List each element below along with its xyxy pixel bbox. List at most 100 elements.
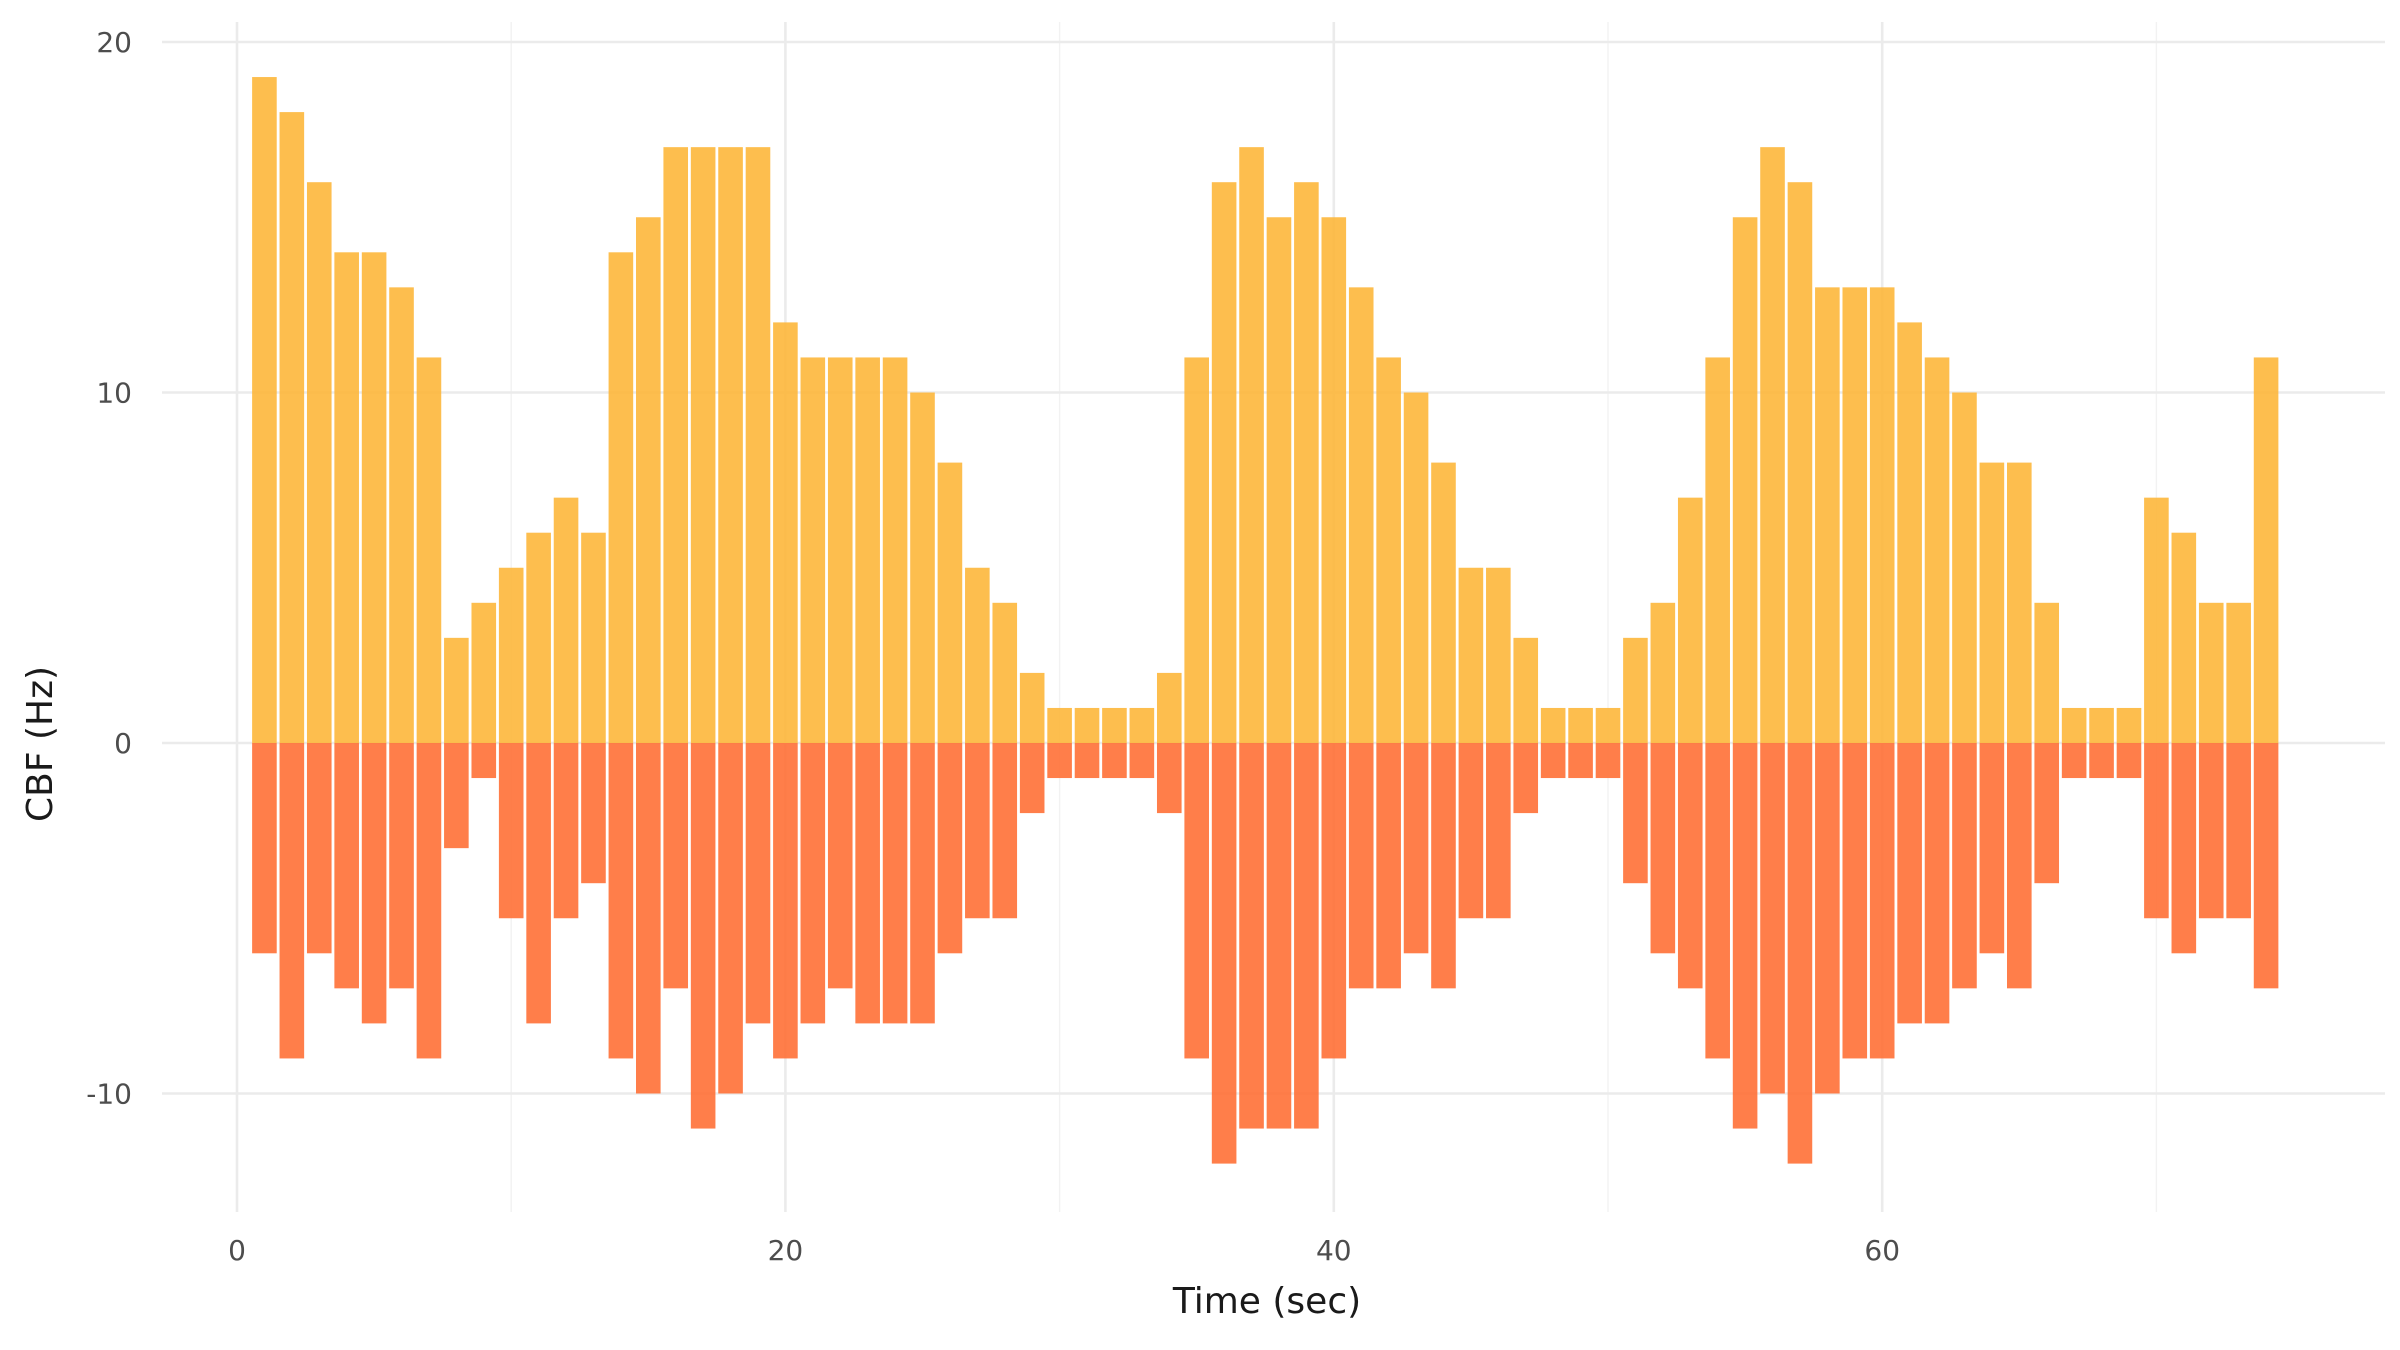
positive-bar <box>444 637 469 743</box>
negative-bar <box>1486 743 1511 919</box>
negative-bar <box>1677 743 1703 989</box>
positive-bar <box>1842 287 1868 743</box>
negative-bar <box>663 743 689 989</box>
positive-bar <box>1486 567 1511 743</box>
negative-bar <box>882 743 908 1024</box>
negative-bar <box>1129 743 1155 779</box>
negative-bar <box>2061 743 2087 779</box>
positive-bar <box>2198 602 2224 743</box>
positive-bar <box>1815 287 1840 743</box>
positive-bar <box>1102 707 1127 743</box>
positive-bar <box>1239 147 1264 743</box>
negative-bar <box>1595 743 1621 779</box>
positive-bar <box>663 147 689 743</box>
positive-bar <box>800 357 826 743</box>
negative-bar <box>1513 743 1539 814</box>
y-axis-title: CBF (Hz) <box>20 666 61 822</box>
positive-bar <box>581 532 606 743</box>
negative-bar <box>1321 743 1347 1059</box>
positive-bar <box>1019 672 1045 743</box>
negative-bar <box>1184 743 1209 1059</box>
positive-bar <box>2007 462 2032 743</box>
negative-bar <box>1156 743 1182 814</box>
negative-bar <box>1787 743 1813 1164</box>
positive-bar <box>2034 602 2060 743</box>
positive-bar <box>1705 357 1730 743</box>
negative-bar <box>965 743 990 919</box>
negative-bar <box>2253 743 2279 989</box>
negative-bar <box>827 743 853 989</box>
negative-bar <box>773 743 798 1059</box>
positive-bar <box>1924 357 1950 743</box>
negative-bar <box>1842 743 1868 1059</box>
positive-bar <box>553 497 579 743</box>
negative-bar <box>800 743 826 1024</box>
negative-bar <box>2089 743 2114 779</box>
positive-bar <box>361 252 387 744</box>
positive-bar <box>910 392 935 743</box>
negative-bar <box>471 743 497 779</box>
x-tick-label: 0 <box>228 1234 246 1267</box>
positive-bar <box>1540 707 1566 743</box>
x-tick-labels: 0 20 40 60 <box>228 1234 1900 1267</box>
positive-bar <box>608 252 634 744</box>
negative-bar <box>389 743 414 989</box>
positive-bar <box>389 287 414 743</box>
positive-bar <box>1979 462 2005 743</box>
negative-bar <box>1294 743 1319 1129</box>
negative-bar <box>2226 743 2251 919</box>
positive-bar <box>855 357 880 743</box>
positive-bar <box>1897 322 1922 743</box>
positive-bar <box>1677 497 1703 743</box>
negative-bar <box>1869 743 1895 1059</box>
positive-series-bars <box>252 77 2279 744</box>
y-tick-labels: 20 10 0 -10 <box>86 26 132 1111</box>
x-tick-label: 60 <box>1864 1234 1900 1267</box>
positive-bar <box>1787 182 1813 743</box>
positive-bar <box>1348 287 1374 743</box>
y-tick-label: 0 <box>114 727 132 760</box>
positive-bar <box>1403 392 1429 743</box>
positive-bar <box>937 462 963 743</box>
negative-bar <box>1760 743 1785 1094</box>
negative-bar <box>1074 743 1100 779</box>
positive-bar <box>1047 707 1072 743</box>
positive-bar <box>2089 707 2114 743</box>
positive-bar <box>1650 602 1676 743</box>
positive-bar <box>1074 707 1100 743</box>
positive-bar <box>718 147 743 743</box>
negative-bar <box>1376 743 1401 989</box>
positive-bar <box>1156 672 1182 743</box>
negative-bar <box>1979 743 2005 954</box>
negative-bar <box>636 743 661 1094</box>
positive-bar <box>1623 637 1648 743</box>
negative-bar <box>498 743 524 919</box>
negative-bar <box>361 743 387 1024</box>
negative-bar <box>1952 743 1977 989</box>
negative-bar <box>444 743 469 849</box>
positive-bar <box>2144 497 2169 743</box>
positive-bar <box>416 357 442 743</box>
negative-bar <box>2198 743 2224 919</box>
negative-bar <box>1266 743 1292 1129</box>
negative-bar <box>855 743 880 1024</box>
positive-bar <box>1321 217 1347 743</box>
negative-bar <box>1239 743 1264 1129</box>
negative-bar <box>1540 743 1566 779</box>
negative-bar <box>608 743 634 1059</box>
negative-bar <box>252 743 277 954</box>
positive-bar <box>1266 217 1292 743</box>
y-tick-label: 20 <box>96 26 132 59</box>
negative-bar <box>1732 743 1758 1129</box>
positive-bar <box>334 252 359 744</box>
positive-bar <box>1211 182 1237 743</box>
positive-bar <box>2116 707 2142 743</box>
negative-bar <box>1458 743 1484 919</box>
negative-series-bars <box>252 743 2279 1164</box>
positive-bar <box>882 357 908 743</box>
x-tick-label: 40 <box>1316 1234 1352 1267</box>
negative-bar <box>1102 743 1127 779</box>
negative-bar <box>2171 743 2197 954</box>
positive-bar <box>526 532 551 743</box>
